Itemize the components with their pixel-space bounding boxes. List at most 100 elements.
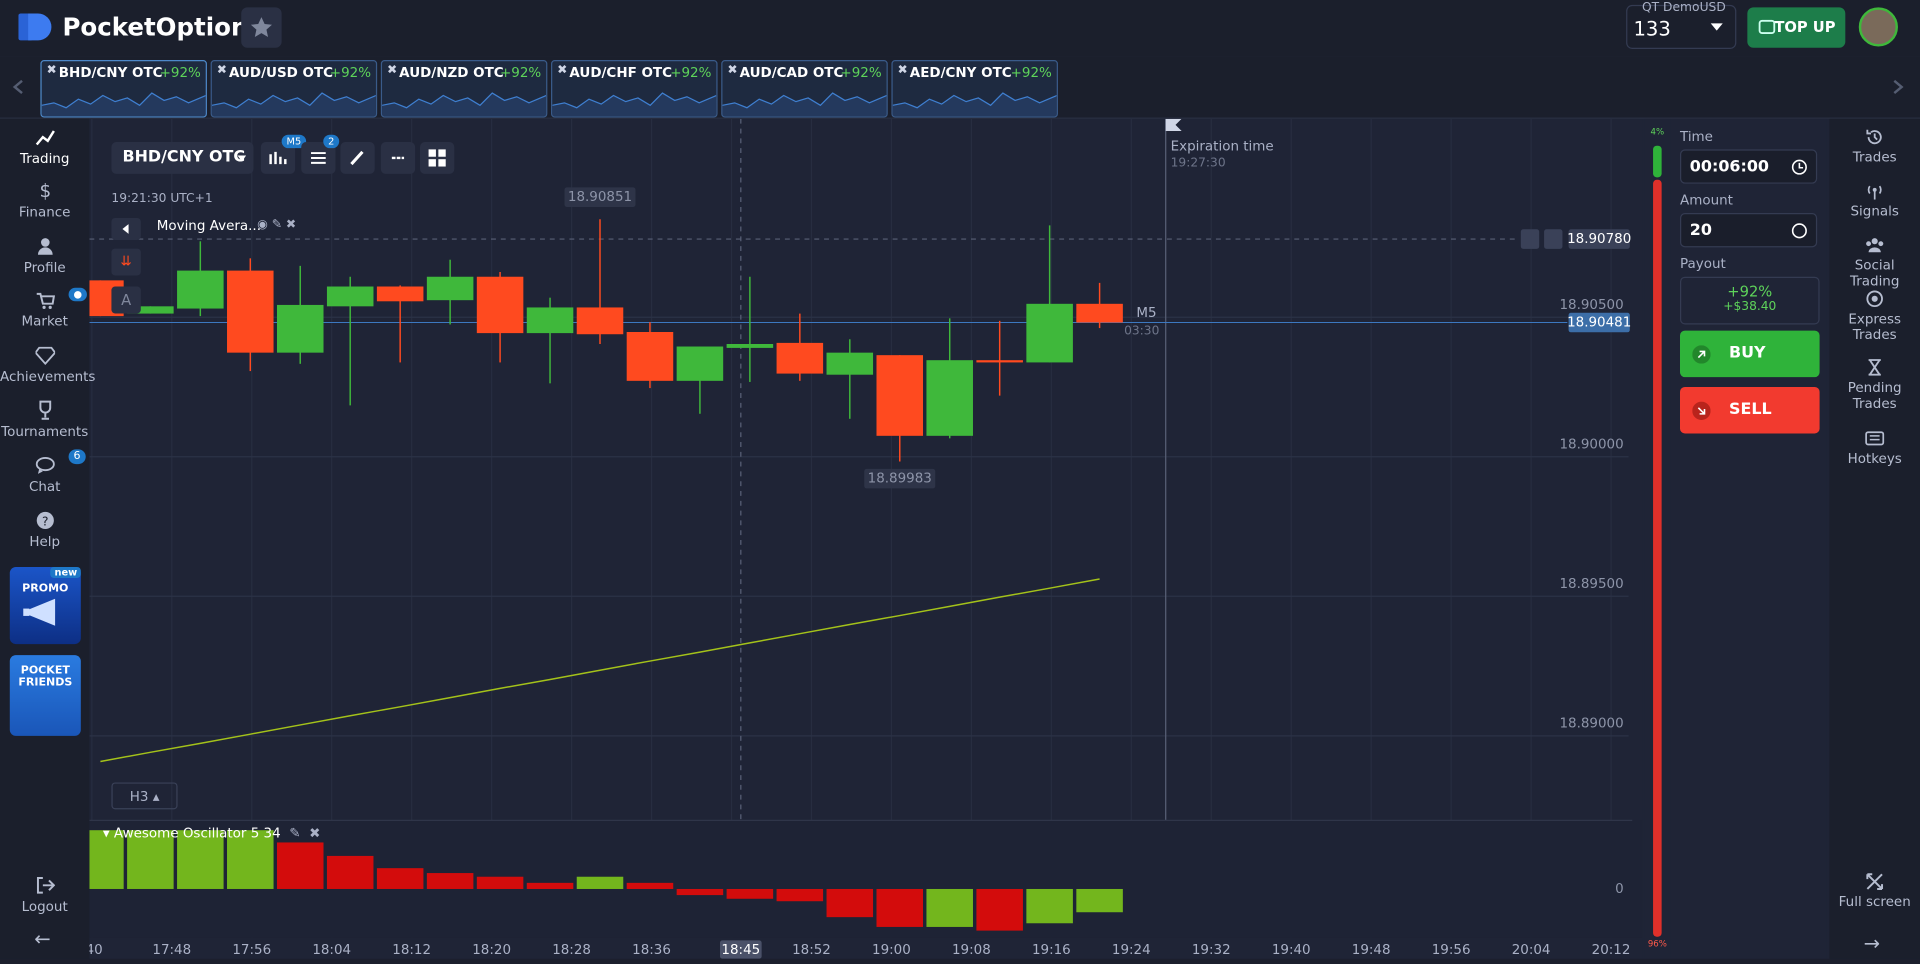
sidebar-item[interactable]: Profile (0, 236, 89, 276)
nav-label: Pending Trades (1847, 379, 1902, 412)
candle-body (426, 276, 474, 301)
friends-text: POCKET FRIENDS (18, 664, 73, 690)
time-label: Time (1680, 128, 1713, 145)
nav-item[interactable]: Trades (1829, 129, 1920, 165)
megaphone (23, 598, 56, 626)
tab-payout: +92% (670, 64, 712, 81)
left-sidebar: Trading $ Finance Profile Market Achievements… (0, 118, 95, 959)
sentiment-panel: 4% 96% (1644, 118, 1671, 959)
icon (1868, 359, 1881, 376)
asset-tab[interactable]: ✖ AUD/USD OTC +92% (210, 60, 378, 118)
icon (1865, 431, 1885, 446)
nav-item[interactable]: Hotkeys (1829, 430, 1920, 467)
oscillator-bar (1026, 888, 1073, 924)
avatar[interactable] (1858, 7, 1898, 47)
tab-pair: AUD/USD OTC (228, 64, 334, 81)
chart-type-button[interactable] (380, 142, 416, 174)
full-screen[interactable]: Full screen (1829, 873, 1920, 910)
drawing-button[interactable] (340, 142, 375, 174)
timeframe-button[interactable]: M5 (260, 134, 307, 174)
expand-arrow[interactable]: → (1863, 931, 1881, 956)
asset-tab[interactable]: ✖ AUD/NZD OTC +92% (380, 60, 548, 118)
top-up-button[interactable]: TOP UP (1747, 7, 1846, 48)
close-tab[interactable]: ✖ (897, 63, 908, 78)
oscillator-bar (526, 882, 574, 889)
buy-button[interactable]: BUY (1680, 330, 1820, 378)
asset-tab[interactable]: ✖ AUD/CHF OTC +92% (551, 60, 718, 118)
friends-banner[interactable]: POCKET FRIENDS (9, 655, 81, 736)
sparkline (892, 92, 1057, 117)
candle-body (476, 276, 524, 334)
balance: 133 (1633, 17, 1671, 41)
logout[interactable]: Logout (0, 876, 89, 915)
pair: BHD/CNY OTC (122, 148, 246, 167)
amount-input[interactable]: 20 (1680, 213, 1818, 248)
y-tick-label: 18.90500 (1559, 298, 1623, 313)
collapse-arrow[interactable]: ← (34, 926, 51, 951)
tab-pair: BHD/CNY OTC (58, 64, 163, 81)
sidebar-label: Finance (18, 204, 71, 221)
account-selector[interactable]: QT Demo USD 133 (1626, 1, 1737, 49)
expiration-flag (1165, 118, 1182, 132)
crosshair-time: 18:45 (721, 943, 760, 958)
oscillator-zero-label: 0 (1615, 882, 1624, 897)
oscillator-bar (127, 830, 174, 889)
timeframe-badge: M5 (281, 134, 307, 149)
sidebar-item[interactable]: Market (0, 290, 89, 329)
sidebar-item[interactable]: Chat (0, 456, 89, 495)
sentiment-buy (1653, 145, 1662, 178)
sidebar-label: Tournaments (1, 423, 89, 440)
time-input[interactable]: 00:06:00 (1680, 149, 1818, 184)
promo-banner[interactable]: PROMO new (9, 566, 81, 645)
indicators-button[interactable]: 2 (301, 134, 340, 174)
amount-value: 20 (1689, 221, 1712, 241)
indicator-controls[interactable]: ◉ ✎ ✖ (257, 217, 297, 232)
pair-selector[interactable]: BHD/CNY OTC (111, 142, 254, 174)
oscillator-bar (227, 830, 274, 889)
asset-tab[interactable]: ✖ AED/CNY OTC +92% (891, 60, 1058, 118)
trade-panel: Time 00:06:00 Amount 20 Payout +92% +$38… (1670, 118, 1827, 959)
nav-item[interactable]: Express Trades (1829, 290, 1920, 343)
time-value: 00:06:00 (1689, 157, 1769, 177)
close-tab[interactable]: ✖ (727, 63, 738, 78)
nav-item[interactable]: Social Trading (1829, 236, 1920, 289)
close-tab[interactable]: ✖ (216, 63, 228, 78)
sidebar-item[interactable]: Achievements (0, 345, 95, 384)
icon (1866, 129, 1882, 145)
x-tick-label: 20:04 (1512, 943, 1551, 958)
sidebar-item[interactable]: Tournaments (0, 400, 89, 440)
oscillator-bar (177, 830, 224, 889)
zoom-selector[interactable]: H3 ▴ (111, 782, 178, 810)
close-tab[interactable]: ✖ (557, 63, 568, 78)
sidebar-item[interactable]: $ Finance (0, 181, 89, 220)
collapse-button[interactable] (111, 217, 141, 241)
candle-body (976, 360, 1023, 363)
sell-button[interactable]: SELL (1680, 386, 1820, 434)
chat-badge: 6 (68, 449, 86, 465)
oscillator-bar (426, 873, 474, 889)
favorites-button[interactable] (241, 7, 282, 48)
tab-pair: AUD/CAD OTC (739, 64, 844, 81)
layout-button[interactable] (420, 142, 455, 174)
nav-label: Social Trading (1849, 257, 1900, 289)
oscillator-bar (776, 888, 824, 902)
text-tool[interactable]: A (111, 286, 141, 314)
nav-item[interactable]: Pending Trades (1829, 359, 1920, 412)
asset-tab[interactable]: ✖ BHD/CNY OTC +92% (40, 60, 207, 118)
amount-label: Amount (1680, 192, 1733, 209)
asset-tab[interactable]: ✖ AUD/CAD OTC +92% (721, 60, 888, 118)
close-tab[interactable]: ✖ (46, 63, 57, 78)
account-type: QT Demo (1642, 1, 1700, 15)
sidebar-item[interactable]: Trading (0, 127, 89, 167)
nav-item[interactable]: Signals (1829, 182, 1920, 219)
svg-text:?: ? (41, 514, 48, 528)
sidebar-item[interactable]: ? Help (0, 511, 89, 550)
oscillator-bar (826, 888, 874, 918)
close-tab[interactable]: ✖ (386, 63, 398, 78)
signal-tool[interactable]: ⇊ (111, 248, 141, 276)
moving-average (100, 578, 1100, 763)
icon: $ (39, 181, 51, 201)
currency: USD (1699, 1, 1726, 15)
sidebar-label: Profile (23, 259, 66, 276)
extreme-label-bg (864, 468, 936, 489)
